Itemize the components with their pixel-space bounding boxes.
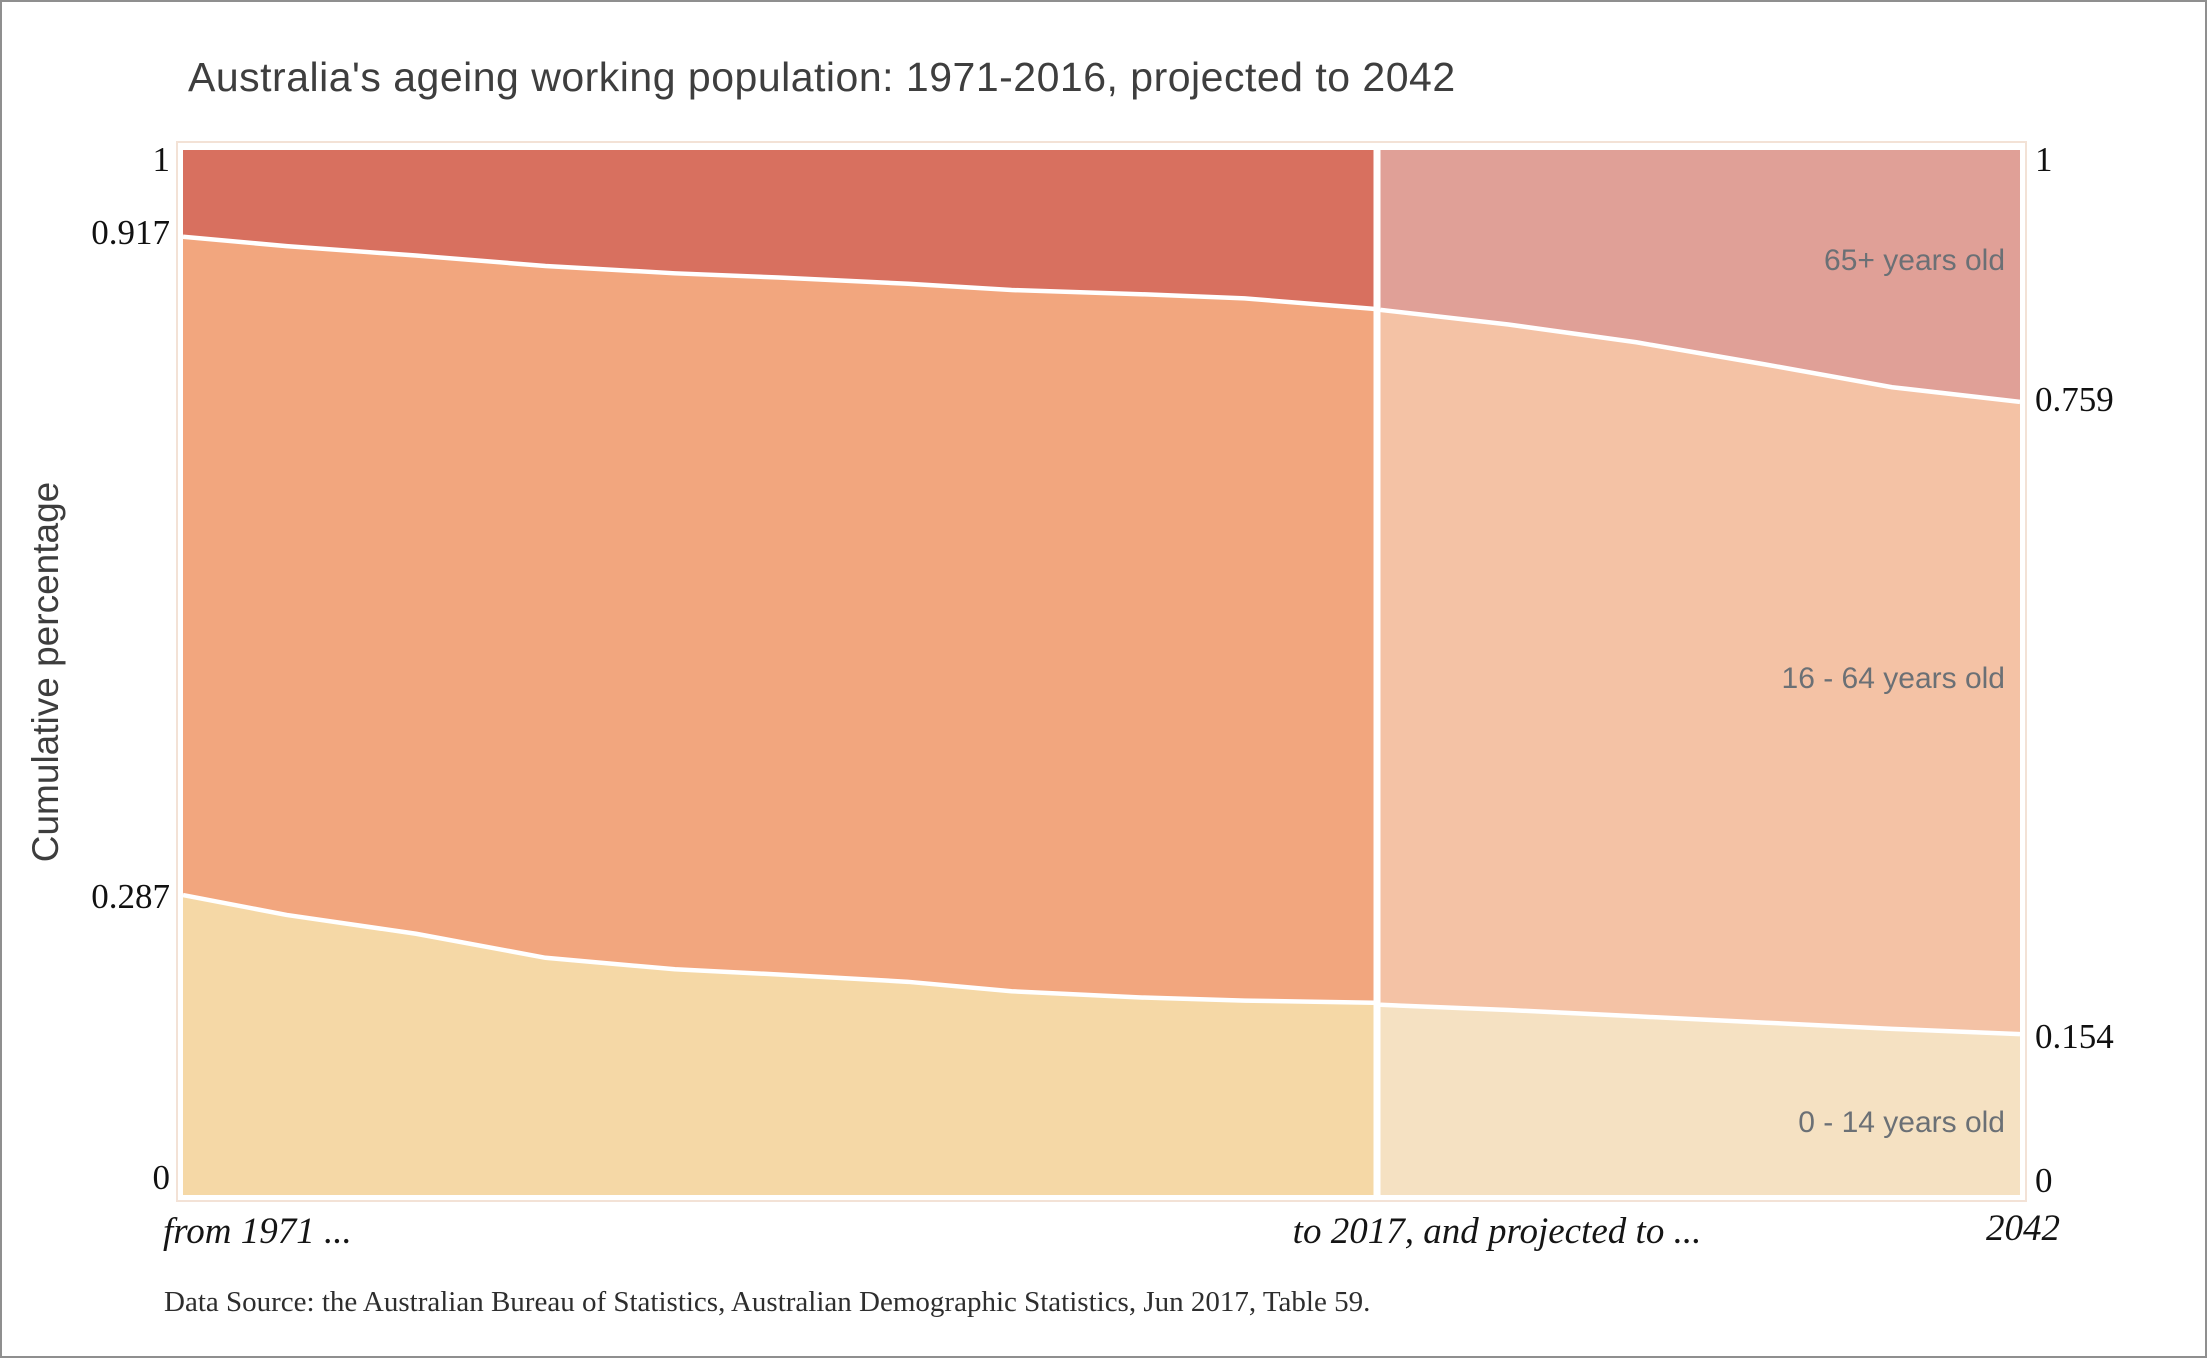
series-label-0-14: 0 - 14 years old [1798,1106,2005,1139]
series-label-16-64: 16 - 64 years old [1781,662,2005,695]
y-tick-right-1: 1 [2035,140,2053,179]
boundary-65plus-historical [182,234,1375,312]
area-0-14-projected [1380,1004,2020,1195]
y-tick-left-0: 0 [152,1158,171,1197]
y-tick-left-0287: 0.287 [91,877,170,916]
data-source-caption: Data Source: the Australian Bureau of St… [164,1286,1371,1318]
plot-area-border [176,141,2027,1202]
x-label-to-2017-projected: to 2017, and projected to ... [1292,1211,1702,1252]
divider-2017 [1373,147,1381,1198]
area-16-64-historical [183,236,1374,1003]
boundary-0-14-historical [182,892,1375,1005]
area-16-64-projected [1380,309,2020,1035]
y-tick-left-1: 1 [152,140,171,179]
area-65plus-projected [1380,150,2020,402]
chart-title: Australia's ageing working population: 1… [188,54,1456,100]
boundary-65plus-projected [1380,307,2021,405]
area-65plus-historical [183,150,1374,309]
y-tick-right-0154: 0.154 [2035,1017,2114,1056]
y-axis-title: Cumulative percentage [25,481,66,863]
x-label-2042: 2042 [1986,1208,2060,1249]
area-0-14-historical [183,895,1374,1195]
y-tick-right-0759: 0.759 [2035,380,2114,419]
y-tick-left-0917: 0.917 [91,213,170,252]
boundary-0-14-projected [1380,1002,2021,1037]
series-label-65plus: 65+ years old [1824,244,2005,277]
x-label-from-1971: from 1971 ... [163,1211,352,1252]
y-tick-right-0: 0 [2035,1161,2053,1200]
